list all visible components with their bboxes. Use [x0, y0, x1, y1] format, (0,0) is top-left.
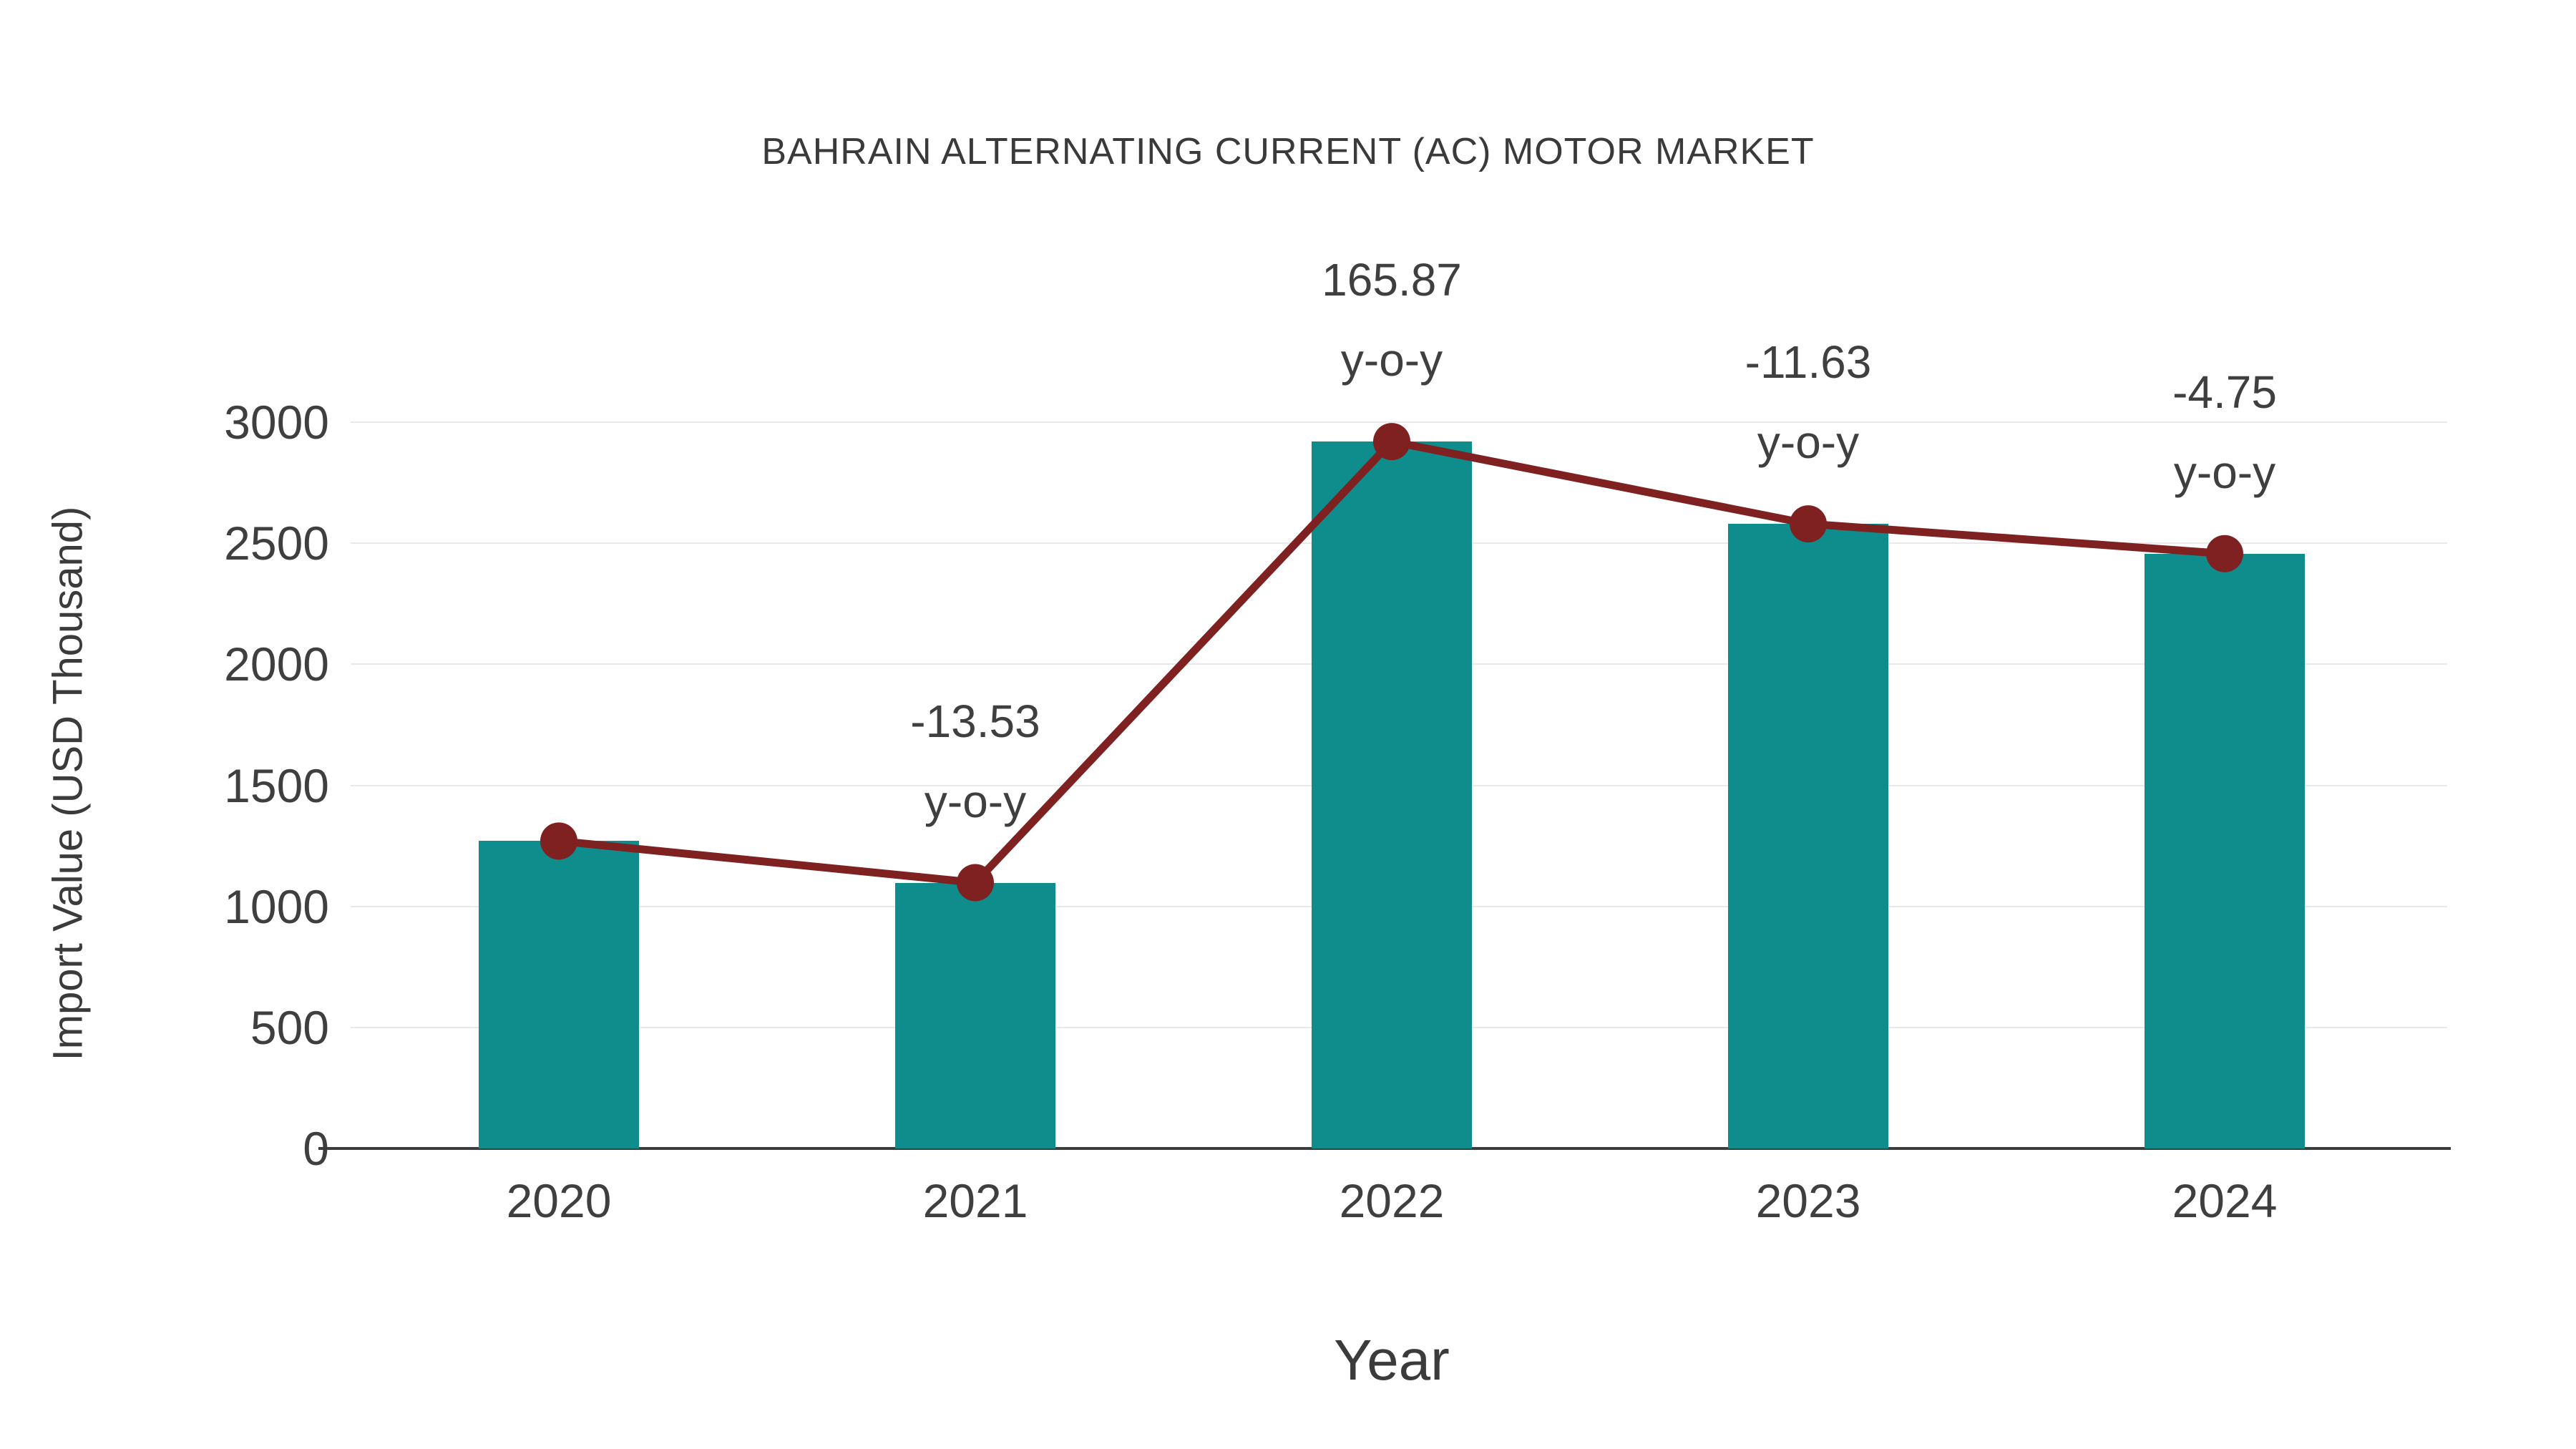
bar-2024	[2145, 553, 2305, 1148]
y-tick-label-2500: 2500	[224, 517, 329, 570]
yoy-annotation-line: y-o-y	[924, 775, 1027, 827]
x-axis-line	[318, 1147, 2451, 1150]
y-tick-label-1500: 1500	[224, 758, 329, 812]
x-axis-label: Year	[1334, 1328, 1450, 1392]
yoy-annotation-line: -4.75	[2172, 366, 2277, 418]
yoy-annotation-2021: -13.53 y-o-y	[910, 681, 1040, 841]
gridline-3000	[351, 421, 2447, 423]
trend-line	[558, 437, 2225, 887]
x-tick-label-2021: 2021	[922, 1174, 1028, 1227]
trend-marker-2023	[1790, 505, 1827, 543]
trend-marker-2022	[1373, 423, 1410, 461]
y-tick-label-500: 500	[250, 1000, 329, 1054]
bar-2021	[895, 882, 1055, 1148]
bar-2022	[1312, 441, 1472, 1148]
x-tick-label-2023: 2023	[1755, 1174, 1861, 1227]
bar-2020	[479, 841, 639, 1148]
y-tick-label-1000: 1000	[224, 879, 329, 933]
yoy-annotation-2023: -11.63 y-o-y	[1745, 322, 1872, 482]
chart-title: BAHRAIN ALTERNATING CURRENT (AC) MOTOR M…	[761, 131, 1815, 172]
bar-2023	[1728, 524, 1888, 1148]
x-tick-label-2022: 2022	[1339, 1174, 1445, 1227]
yoy-annotation-line: -13.53	[910, 695, 1040, 747]
yoy-annotation-line: y-o-y	[1757, 416, 1860, 469]
yoy-annotation-line: y-o-y	[2173, 446, 2276, 498]
yoy-annotation-line: 165.87	[1322, 254, 1462, 306]
yoy-annotation-2022: 165.87 y-o-y	[1322, 240, 1462, 400]
x-tick-label-2024: 2024	[2172, 1174, 2278, 1227]
x-tick-label-2020: 2020	[506, 1174, 612, 1227]
y-tick-label-2000: 2000	[224, 638, 329, 691]
yoy-annotation-2024: -4.75 y-o-y	[2172, 352, 2277, 512]
y-tick-label-3000: 3000	[224, 396, 329, 449]
trend-marker-2020	[540, 822, 577, 860]
trend-marker-2024	[2206, 535, 2243, 572]
yoy-annotation-line: y-o-y	[1340, 334, 1443, 386]
yoy-annotation-line: -11.63	[1745, 336, 1872, 389]
trend-marker-2021	[957, 864, 994, 902]
